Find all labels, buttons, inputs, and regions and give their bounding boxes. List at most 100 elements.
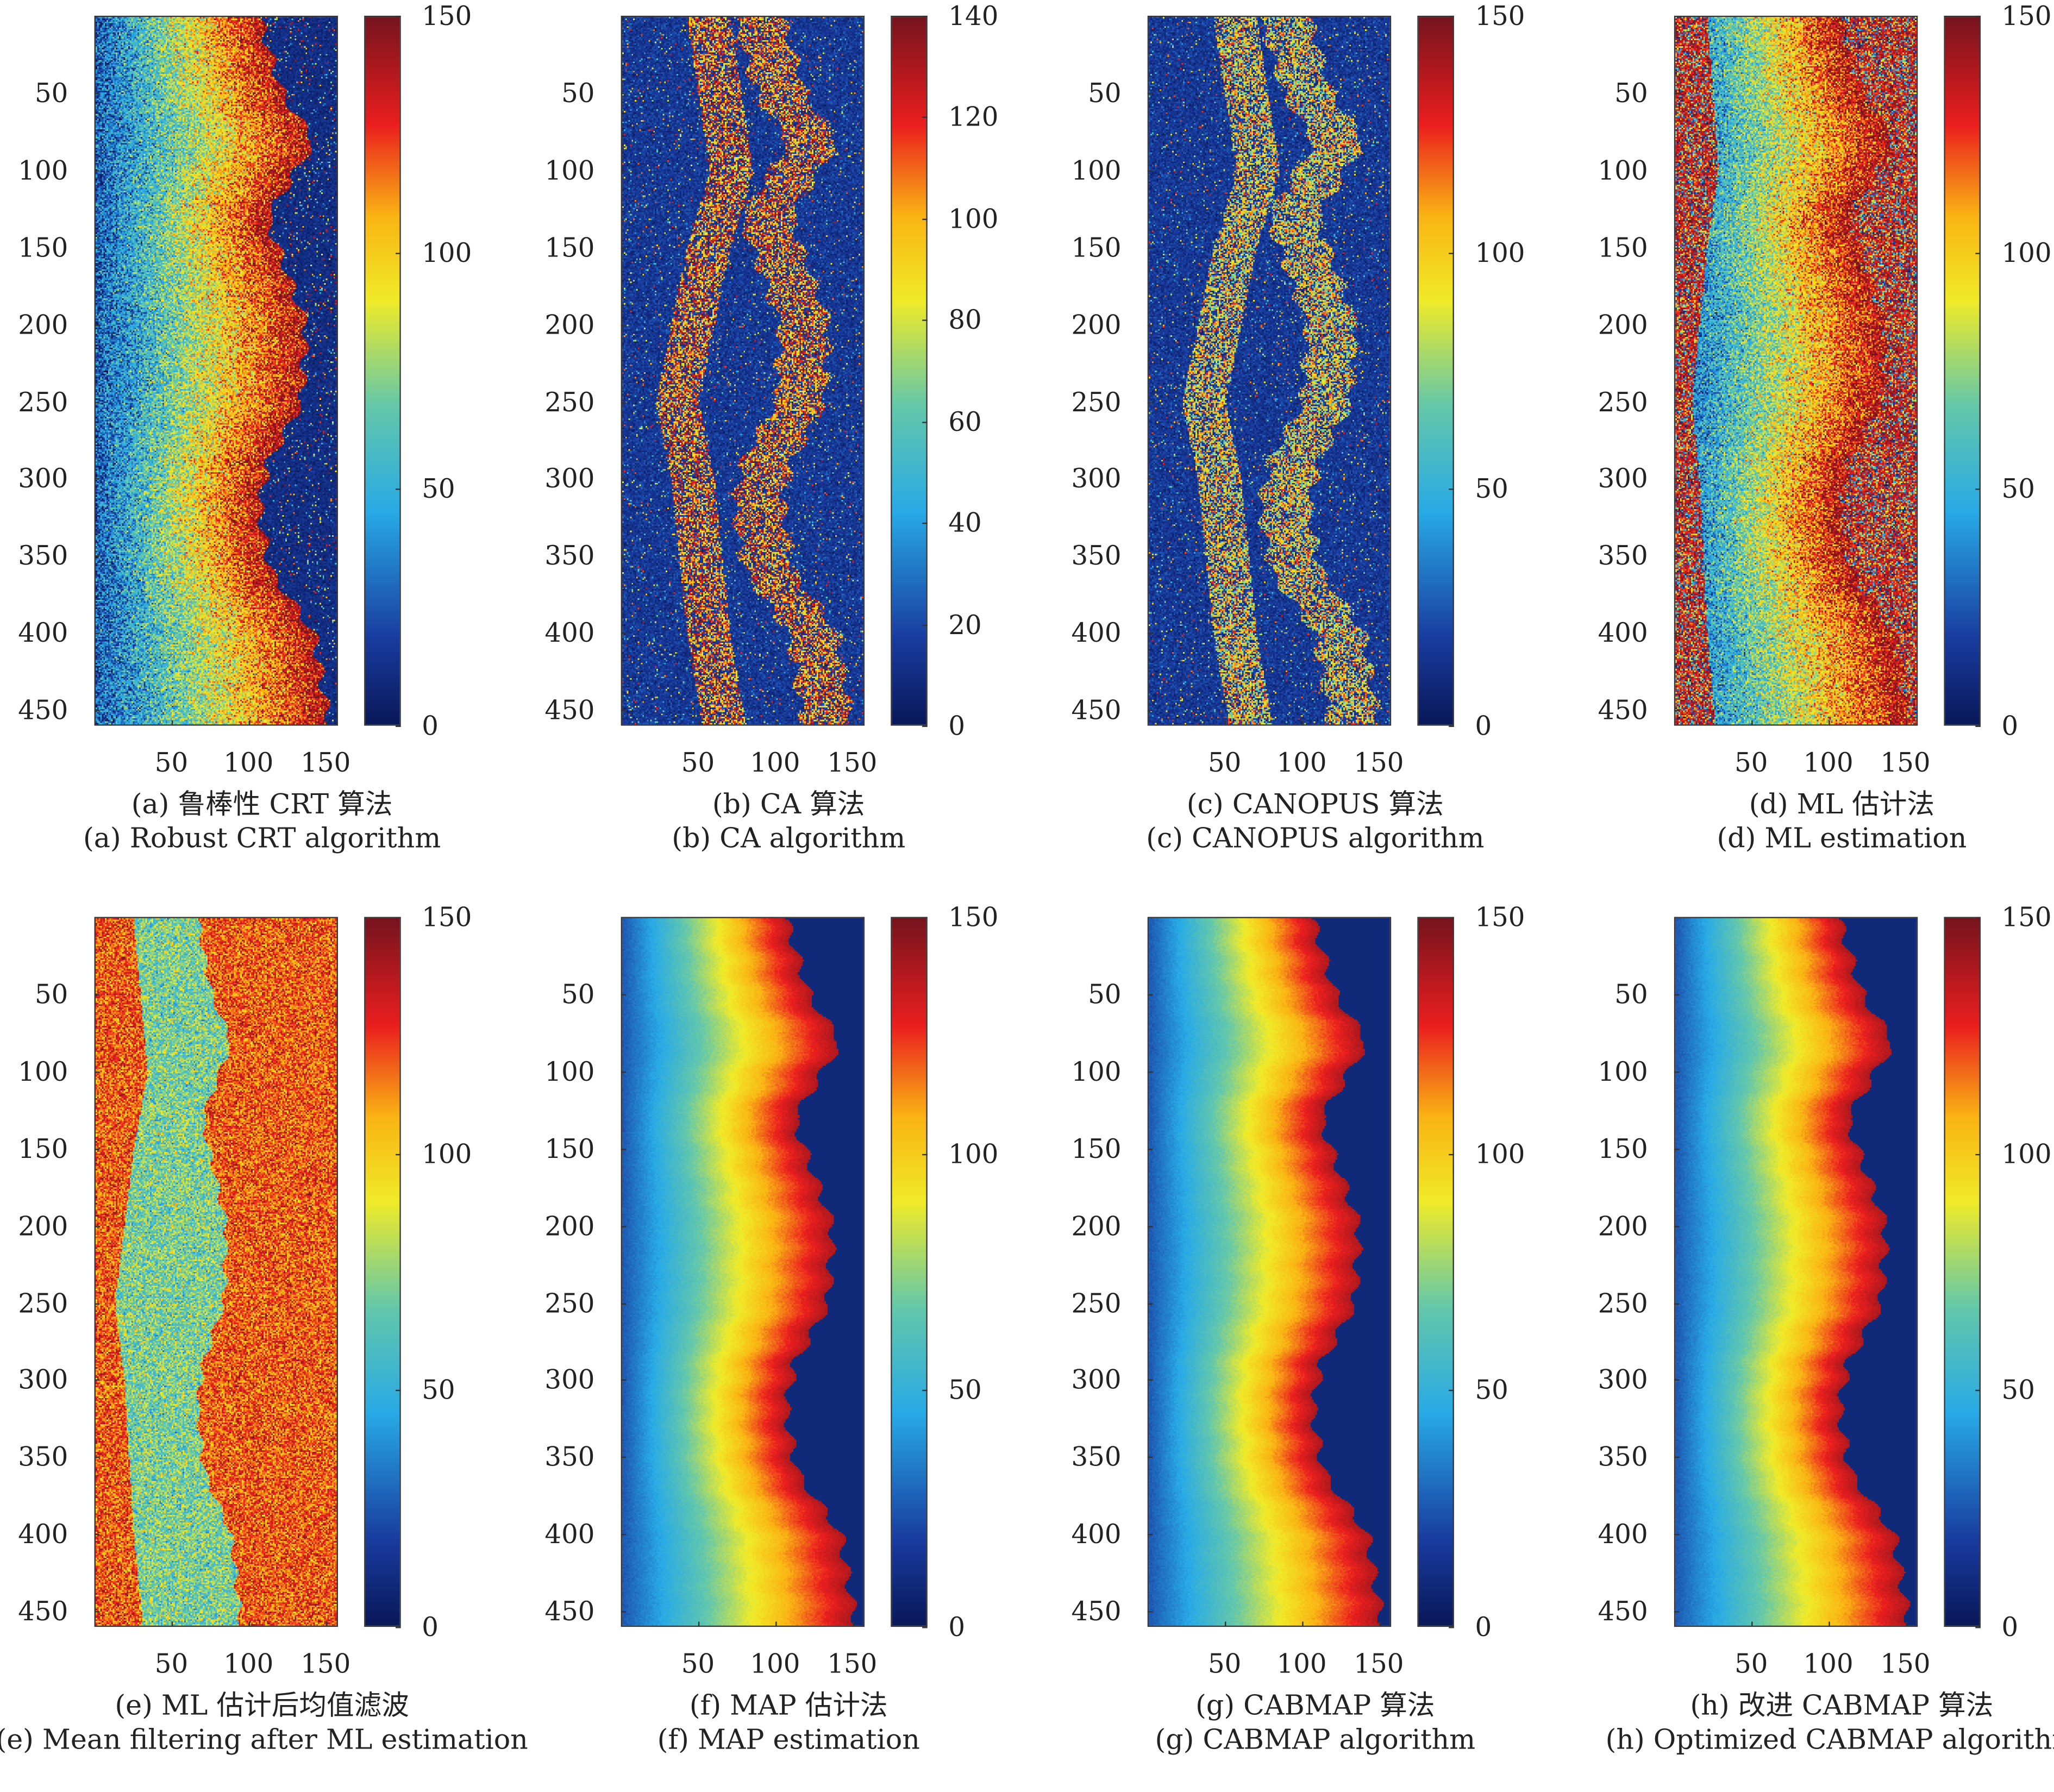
colorbar-tick [922,624,928,626]
x-tick [1828,1621,1830,1627]
y-tick-label: 50 [1614,77,1648,109]
colorbar-tick [922,319,928,322]
panel-e: 50 100 150 200 250 300 350 400 450 50 100 150 0 50 100… [0,901,528,1792]
x-tick [1301,1621,1303,1627]
y-tick-label: 450 [1071,1595,1122,1627]
y-tick-label: 450 [1071,694,1122,726]
y-tick [621,402,627,403]
y-tick-label: 450 [1598,1595,1648,1627]
y-tick-label: 150 [544,1132,595,1164]
caption-english: (c) CANOPUS algorithm [1146,822,1485,854]
y-tick-label: 400 [18,617,68,649]
colorbar-tick [1975,15,1981,17]
y-tick-label: 400 [1071,617,1122,649]
y-tick-label: 250 [18,386,68,417]
caption-chinese: (d) ML 估计法 [1749,788,1935,820]
y-tick-label: 350 [18,1441,68,1473]
y-tick-label: 150 [1598,1132,1648,1164]
colorbar-tick-label: 150 [1475,0,1525,32]
x-tick-label: 100 [223,747,274,778]
x-tick-label: 150 [827,747,878,778]
y-tick-label: 200 [1071,1210,1122,1242]
colorbar [891,15,928,726]
x-tick [698,720,699,726]
x-tick-label: 100 [1803,747,1853,778]
heatmap-image [94,917,338,1627]
y-tick [621,1302,627,1305]
y-tick-label: 200 [1598,309,1648,340]
x-tick-label: 50 [154,747,189,778]
y-tick-label: 450 [544,694,595,726]
colorbar-tick [396,1390,401,1392]
y-tick-label: 250 [1071,1287,1122,1319]
colorbar-tick-label: 50 [422,473,455,505]
y-tick [621,1071,627,1073]
y-tick-label: 450 [544,1595,595,1627]
y-tick-label: 200 [18,309,68,340]
panel-h: 50 100 150 200 250 300 350 400 450 50 100 150 0 50 100… [1580,901,2054,1792]
x-tick [1828,720,1830,726]
caption-chinese: (a) 鲁棒性 CRT 算法 [131,788,393,820]
y-tick [1147,1457,1153,1459]
x-tick [1224,1621,1226,1627]
y-tick [94,1071,100,1073]
y-tick [1674,1611,1680,1613]
y-tick-label: 150 [1071,1132,1122,1164]
colorbar-tick [1975,1153,1981,1155]
colorbar-tick-label: 150 [2001,0,2052,32]
y-tick-label: 50 [561,978,595,1010]
y-tick [94,402,100,403]
colorbar-tick-label: 150 [948,901,999,933]
panel-a: 50 100 150 200 250 300 350 400 450 50 100 150 0 50 100… [0,0,524,891]
y-tick-label: 150 [1598,231,1648,263]
colorbar-tick [396,488,401,491]
y-tick [94,1534,100,1536]
x-tick-label: 50 [1734,747,1768,778]
x-tick [775,720,776,726]
y-tick-label: 200 [544,1210,595,1242]
colorbar-tick [1449,252,1454,254]
y-tick [1674,1457,1680,1459]
y-tick [1674,402,1680,403]
panel-c: 50 100 150 200 250 300 350 400 450 50 100 150 0 50 100… [1053,0,1577,891]
colorbar-tick [922,523,928,524]
x-tick [248,720,250,726]
caption-english: (h) Optimized CABMAP algorithm [1605,1724,2054,1756]
y-tick [1674,479,1680,480]
x-tick [698,1621,699,1627]
y-tick-label: 250 [18,1287,68,1319]
y-tick [1147,556,1153,557]
y-tick [621,324,627,326]
y-tick-label: 250 [544,386,595,417]
y-tick [94,994,100,995]
heatmap-image [1147,917,1392,1627]
colorbar-tick [396,252,401,254]
colorbar-tick-label: 20 [948,608,982,640]
caption-chinese: (c) CANOPUS 算法 [1186,788,1444,820]
colorbar-tick [922,15,928,17]
colorbar-tick [396,917,401,918]
colorbar [1944,15,1981,726]
caption-chinese: (e) ML 估计后均值滤波 [115,1689,409,1721]
y-tick [621,994,627,995]
heatmap-image [1147,15,1392,726]
x-tick [852,720,854,726]
y-tick-label: 300 [1071,1364,1122,1396]
colorbar-tick [922,917,928,918]
y-tick-label: 300 [1598,463,1648,494]
y-tick-label: 350 [544,540,595,572]
x-tick [1751,1621,1753,1627]
colorbar-tick-label: 150 [1475,901,1525,933]
x-tick-label: 50 [681,747,715,778]
x-tick [1379,720,1380,726]
y-tick-label: 50 [1088,77,1122,109]
y-tick [621,1148,627,1150]
y-tick-label: 400 [1598,1518,1648,1550]
y-tick-label: 450 [18,1595,68,1627]
y-tick-label: 400 [1071,1518,1122,1550]
y-tick [94,1225,100,1227]
y-tick-label: 300 [1071,463,1122,494]
colorbar-tick [1975,1390,1981,1392]
x-tick [171,1621,173,1627]
